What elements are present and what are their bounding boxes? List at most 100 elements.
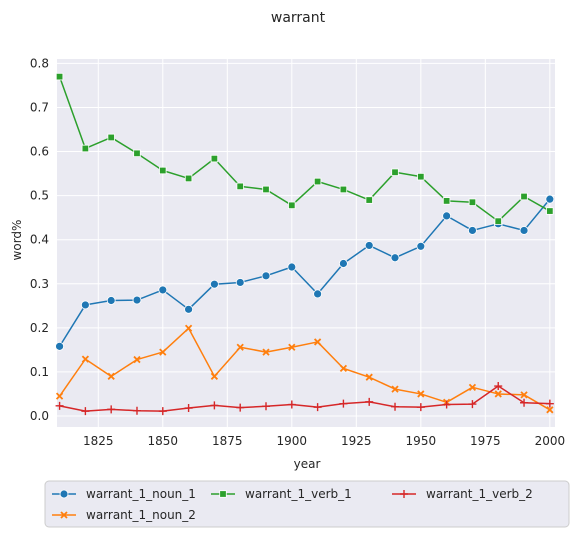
data-point-warrant_1_noun_1 [287, 262, 297, 272]
data-point-warrant_1_noun_1 [158, 285, 168, 295]
data-point-warrant_1_verb_2 [132, 406, 141, 415]
data-point-warrant_1_noun_1 [209, 279, 219, 289]
legend-item-warrant_1_verb_1: warrant_1_verb_1 [211, 487, 352, 501]
x-tick-label: 1875 [212, 434, 243, 448]
data-point-warrant_1_noun_2 [391, 385, 399, 393]
series-line-warrant_1_noun_1 [58, 198, 551, 347]
legend-item-warrant_1_verb_2: warrant_1_verb_2 [392, 487, 533, 501]
data-point-warrant_1_verb_1 [391, 168, 399, 176]
data-point-warrant_1_verb_1 [81, 144, 90, 153]
x-tick-label: 2000 [535, 434, 566, 448]
legend-label: warrant_1_verb_2 [426, 487, 533, 501]
legend-marker [60, 511, 68, 519]
data-point-warrant_1_noun_1 [235, 278, 245, 287]
plot-area [57, 59, 555, 427]
data-point-warrant_1_verb_1 [133, 149, 141, 158]
data-point-warrant_1_noun_2 [210, 372, 219, 380]
series-line-warrant_1_noun_2 [58, 327, 551, 411]
x-tick-label: 1900 [277, 434, 308, 448]
data-point-warrant_1_verb_1 [210, 154, 219, 163]
legend-marker [219, 490, 227, 498]
data-point-warrant_1_noun_2 [288, 343, 296, 351]
data-point-warrant_1_verb_2 [210, 401, 219, 410]
data-point-warrant_1_noun_2 [184, 324, 193, 332]
data-point-warrant_1_verb_2 [339, 399, 348, 408]
data-point-warrant_1_verb_2 [236, 403, 245, 412]
legend-label: warrant_1_noun_2 [86, 508, 196, 522]
y-tick-label: 0.1 [30, 365, 49, 379]
y-tick-label: 0.6 [30, 145, 49, 159]
data-point-warrant_1_noun_2 [107, 372, 115, 380]
data-point-warrant_1_verb_2 [520, 398, 529, 407]
data-point-warrant_1_verb_1 [520, 192, 528, 201]
data-point-warrant_1_verb_1 [417, 172, 425, 181]
data-point-warrant_1_verb_2 [365, 397, 374, 406]
data-point-warrant_1_noun_1 [390, 253, 400, 263]
legend-label: warrant_1_noun_1 [86, 487, 196, 501]
data-point-warrant_1_noun_2 [313, 338, 322, 346]
data-point-warrant_1_noun_2 [494, 390, 502, 398]
x-axis-label: year [294, 457, 321, 471]
legend-item-warrant_1_noun_2: warrant_1_noun_2 [52, 508, 196, 522]
data-point-warrant_1_verb_1 [236, 182, 244, 191]
data-point-warrant_1_verb_1 [107, 133, 115, 142]
data-point-warrant_1_verb_2 [262, 402, 271, 411]
data-point-warrant_1_noun_2 [468, 383, 477, 391]
data-point-warrant_1_verb_2 [107, 405, 116, 414]
data-point-warrant_1_verb_2 [55, 401, 64, 410]
data-point-warrant_1_verb_2 [494, 382, 503, 391]
y-tick-label: 0.4 [30, 233, 49, 247]
data-point-warrant_1_noun_1 [416, 241, 426, 251]
chart-title: warrant [271, 10, 326, 26]
y-axis-label: word% [10, 220, 24, 261]
data-point-warrant_1_noun_1 [80, 300, 90, 310]
x-tick-label: 1975 [470, 434, 501, 448]
data-point-warrant_1_verb_2 [391, 402, 400, 411]
data-point-warrant_1_verb_1 [339, 185, 348, 194]
y-tick-label: 0.7 [30, 100, 49, 114]
data-point-warrant_1_verb_2 [184, 404, 193, 413]
series-line-warrant_1_verb_2 [59, 385, 550, 412]
data-point-warrant_1_verb_1 [159, 166, 167, 175]
legend-item-warrant_1_noun_1: warrant_1_noun_1 [52, 487, 196, 501]
y-tick-label: 0.2 [30, 321, 49, 335]
data-point-warrant_1_verb_1 [313, 177, 322, 186]
data-point-warrant_1_verb_2 [313, 403, 322, 412]
legend-label: warrant_1_verb_1 [245, 487, 352, 501]
data-point-warrant_1_noun_2 [365, 373, 373, 381]
y-tick-label: 0.5 [30, 189, 49, 203]
x-tick-label: 1850 [148, 434, 179, 448]
data-point-warrant_1_verb_1 [546, 207, 554, 215]
data-point-warrant_1_noun_1 [442, 211, 452, 221]
data-point-warrant_1_noun_2 [339, 364, 348, 373]
legend: warrant_1_noun_1 warrant_1_verb_1 warrant_… [44, 480, 570, 528]
data-point-warrant_1_verb_2 [287, 400, 296, 409]
data-point-warrant_1_noun_2 [546, 406, 554, 414]
series-line-warrant_1_verb_1 [58, 76, 551, 222]
data-point-warrant_1_noun_1 [313, 289, 323, 299]
data-point-warrant_1_verb_2 [545, 399, 554, 408]
data-point-warrant_1_noun_1 [132, 295, 142, 305]
data-point-warrant_1_verb_2 [468, 400, 477, 409]
data-point-warrant_1_noun_2 [236, 343, 244, 351]
x-tick-label: 1925 [341, 434, 372, 448]
data-point-warrant_1_noun_1 [184, 304, 193, 314]
data-point-warrant_1_verb_1 [262, 185, 270, 194]
y-tick-label: 0.8 [30, 56, 49, 70]
legend-marker [400, 490, 408, 498]
data-point-warrant_1_noun_2 [81, 355, 90, 363]
data-point-warrant_1_noun_1 [519, 226, 529, 235]
series-warrant_1_noun_2 [55, 324, 554, 414]
grid-lines [57, 59, 555, 427]
data-point-warrant_1_noun_2 [520, 391, 528, 399]
data-point-warrant_1_verb_1 [55, 72, 64, 81]
data-point-warrant_1_verb_2 [158, 407, 167, 416]
data-point-warrant_1_verb_1 [184, 174, 193, 183]
x-tick-label: 1950 [406, 434, 437, 448]
data-point-warrant_1_noun_2 [55, 392, 64, 400]
legend-marker [59, 489, 69, 499]
data-point-warrant_1_noun_1 [468, 226, 477, 235]
data-point-warrant_1_noun_2 [159, 348, 167, 356]
series-warrant_1_verb_1 [55, 72, 554, 225]
